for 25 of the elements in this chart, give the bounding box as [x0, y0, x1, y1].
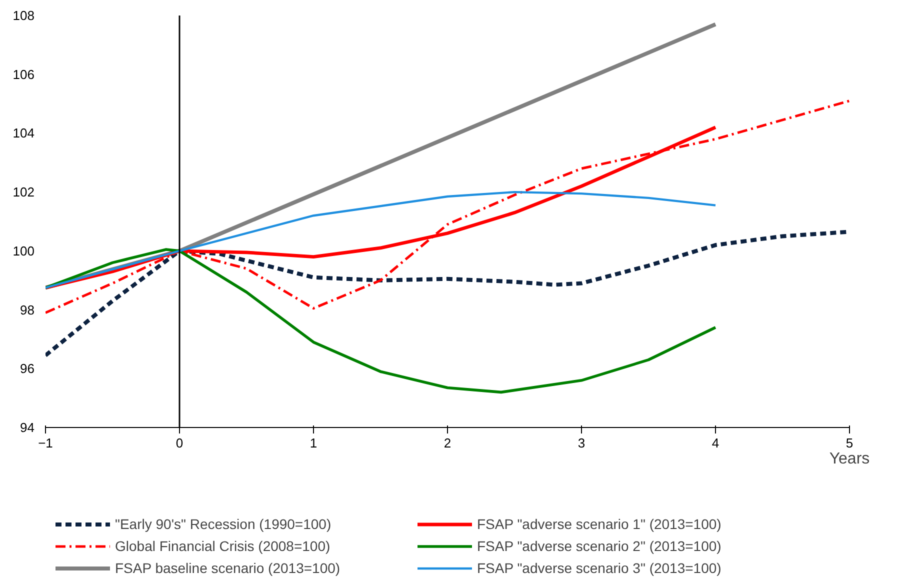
x-axis-title: Years	[829, 450, 870, 468]
x-tick-label: 5	[846, 436, 854, 450]
y-tick-label: 96	[20, 361, 35, 376]
legend-label: FSAP baseline scenario (2013=100)	[115, 560, 342, 576]
y-tick-label: 106	[12, 66, 35, 82]
legend-label: FSAP "adverse scenario 3" (2013=100)	[477, 560, 722, 576]
y-tick-label: 108	[12, 8, 35, 23]
y-tick-label: 102	[12, 184, 35, 200]
x-tick-label: 0	[176, 436, 184, 450]
line-series	[46, 100, 850, 314]
x-tick-label: 3	[578, 436, 586, 450]
legend-label: "Early 90's" Recession (1990=100)	[115, 516, 332, 532]
x-tick-label: 4	[712, 436, 720, 450]
y-tick-label: 98	[20, 302, 35, 318]
line-series	[46, 190, 717, 289]
x-tick-label: −1	[38, 436, 53, 450]
line-series	[46, 248, 717, 394]
legend-label: FSAP "adverse scenario 2" (2013=100)	[477, 538, 722, 554]
x-tick-label: 1	[310, 436, 318, 450]
legend-label: FSAP "adverse scenario 1" (2013=100)	[477, 516, 722, 532]
y-tick-label: 104	[12, 126, 35, 141]
x-tick-label: 2	[444, 436, 452, 450]
legend-label: Global Financial Crisis (2008=100)	[115, 538, 332, 554]
y-tick-label: 100	[12, 243, 35, 258]
y-tick-label: 94	[20, 420, 35, 435]
